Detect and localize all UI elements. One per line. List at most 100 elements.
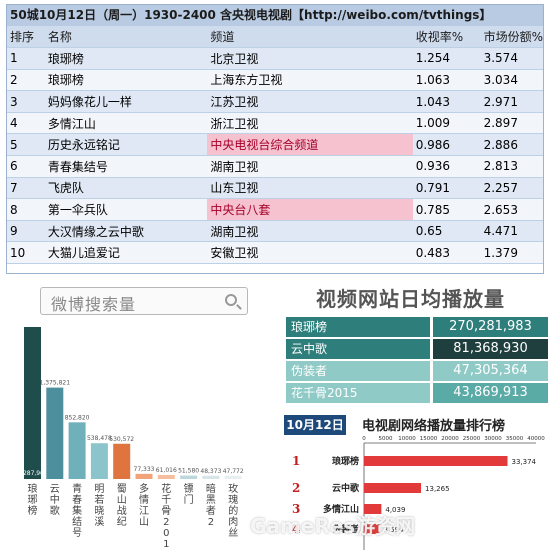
video-site-value: 81,368,930 [433,339,548,359]
weibo-search-box: 微博搜索量 [40,287,248,315]
video-site-value: 43,869,913 [433,383,548,403]
weibo-bar [90,443,108,479]
row-channel: 上海东方卫视 [207,69,413,92]
row-rank: 8 [7,198,45,221]
header-rank: 排序 [7,26,45,49]
weibo-bar-plot: 2,287,900 琅琊榜 1,375,821 云中歌 852,820 青春集结号 538,… [17,327,244,550]
weibo-bar [46,387,64,479]
table-row: 1 琅琊榜 北京卫视 1.254 3.574 [7,47,543,70]
network-show-name: 云中歌 [332,482,360,494]
network-tick-label: 10000 [398,436,416,442]
network-bar [364,504,382,514]
row-rank: 2 [7,69,45,92]
network-rank-number: 1 [292,454,300,468]
weibo-category-label: 暗黑者 2 [206,482,216,528]
row-rating: 0.483 [412,241,481,265]
row-show-name: 琅琊榜 [44,47,208,70]
video-site-value: 47,305,364 [433,361,548,381]
video-site-name: 云中歌 [286,339,430,359]
network-ranking-chart: 10月12日 电视剧网络播放量排行榜 0 5000 10000 15000 20000 2… [282,413,548,550]
row-rating: 1.009 [412,112,481,135]
row-show-name: 大汉情缘之云中歌 [44,220,208,243]
weibo-value-label: 852,820 [65,414,90,421]
table-row: 3 妈妈像花儿一样 江苏卫视 1.043 2.971 [7,90,543,113]
weibo-bar [180,475,198,479]
weibo-bar [24,327,41,479]
video-site-row: 琅琊榜 270,281,983 [286,317,548,337]
network-tick-label: 35000 [506,436,524,442]
weibo-category-label: 琅琊榜 [28,482,38,517]
row-rating: 1.043 [412,90,481,113]
row-rank: 10 [7,241,45,265]
video-sites-panel: 视频网站日均播放量 琅琊榜 270,281,983 云中歌 81,368,930 伪装者… [286,283,548,403]
network-value-label: 13,265 [425,485,450,493]
row-rank: 7 [7,177,45,200]
weibo-bar [113,443,131,479]
weibo-value-label: 1,375,821 [40,380,71,387]
weibo-bar [224,475,242,479]
row-share: 1.379 [480,241,543,265]
weibo-category-label: 花千骨2015 [161,482,171,550]
row-channel: 山东卫视 [207,177,413,200]
weibo-bar [68,422,86,479]
video-site-row: 云中歌 81,368,930 [286,339,548,359]
weibo-category-label: 青春集结号 [72,482,82,539]
network-rank-number: 3 [292,502,300,516]
network-tick-label: 40000 [527,436,545,442]
video-site-value: 270,281,983 [433,317,548,337]
table-row: 8 第一伞兵队 中央台八套 0.785 2.653 [7,198,543,221]
row-share: 3.034 [480,69,543,92]
row-rank: 4 [7,112,45,135]
weibo-category-label: 玫瑰的肉丝 [228,482,238,539]
table-row: 4 多情江山 浙江卫视 1.009 2.897 [7,112,543,135]
row-show-name: 大猫儿追爱记 [44,241,208,265]
network-tick-label: 30000 [484,436,502,442]
row-share: 3.574 [480,47,543,70]
table-row: 2 琅琊榜 上海东方卫视 1.063 3.034 [7,69,543,92]
row-show-name: 多情江山 [44,112,208,135]
network-tick-label: 0 [362,436,366,442]
table-row: 6 青春集结号 湖南卫视 0.936 2.813 [7,155,543,178]
weibo-value-label: 2,287,900 [17,470,48,477]
weibo-value-label: 77,333 [134,466,155,473]
row-rank: 6 [7,155,45,178]
video-sites-title: 视频网站日均播放量 [316,287,505,311]
table-row: 9 大汉情缘之云中歌 湖南卫视 0.65 4.471 [7,220,543,243]
search-icon [225,294,237,306]
ratings-table: 50城10月12日（周一）1930-2400 含央视电视剧【http://wei… [6,4,544,274]
network-tick-label: 20000 [441,436,459,442]
row-show-name: 妈妈像花儿一样 [44,90,208,113]
bottom-watermark: GameRes游资网 [250,514,416,538]
weibo-category-label: 蜀山战纪 [117,483,127,528]
row-share: 2.257 [480,177,543,200]
row-share: 2.897 [480,112,543,135]
row-channel: 中央台八套 [207,198,413,221]
row-share: 2.653 [480,198,543,221]
ratings-body: 1 琅琊榜 北京卫视 1.254 3.574 2 琅琊榜 上海东方卫视 1.063 3.034 3 妈… [7,47,543,265]
network-rank-number: 2 [292,481,300,495]
weibo-value-label: 538,478 [87,435,112,442]
weibo-search-label: 微博搜索量 [51,295,137,314]
row-share: 4.471 [480,220,543,243]
table-header-row: 排序 名称 频道 收视率% 市场份额% [7,26,543,49]
weibo-bar [157,474,175,479]
network-ranking-title: 电视剧网络播放量排行榜 [362,419,506,434]
network-date-badge: 10月12日 [284,415,346,435]
video-site-name: 伪装者 [286,361,430,381]
row-show-name: 飞虎队 [44,177,208,200]
video-site-row: 伪装者 47,305,364 [286,361,548,381]
row-channel: 浙江卫视 [207,112,413,135]
row-channel: 江苏卫视 [207,90,413,113]
row-show-name: 历史永远铭记 [44,133,208,157]
weibo-bar [135,473,153,479]
network-show-name: 琅琊榜 [332,455,359,467]
weibo-category-label: 镖门 [184,483,194,506]
network-bar [364,483,422,493]
video-site-row: 花千骨2015 43,869,913 [286,383,548,403]
row-rating: 1.063 [412,69,481,92]
weibo-category-label: 云中歌 [50,484,60,517]
header-rating: 收视率% [412,26,481,49]
row-rank: 9 [7,220,45,243]
table-row: 7 飞虎队 山东卫视 0.791 2.257 [7,177,543,200]
row-channel: 北京卫视 [207,47,413,70]
